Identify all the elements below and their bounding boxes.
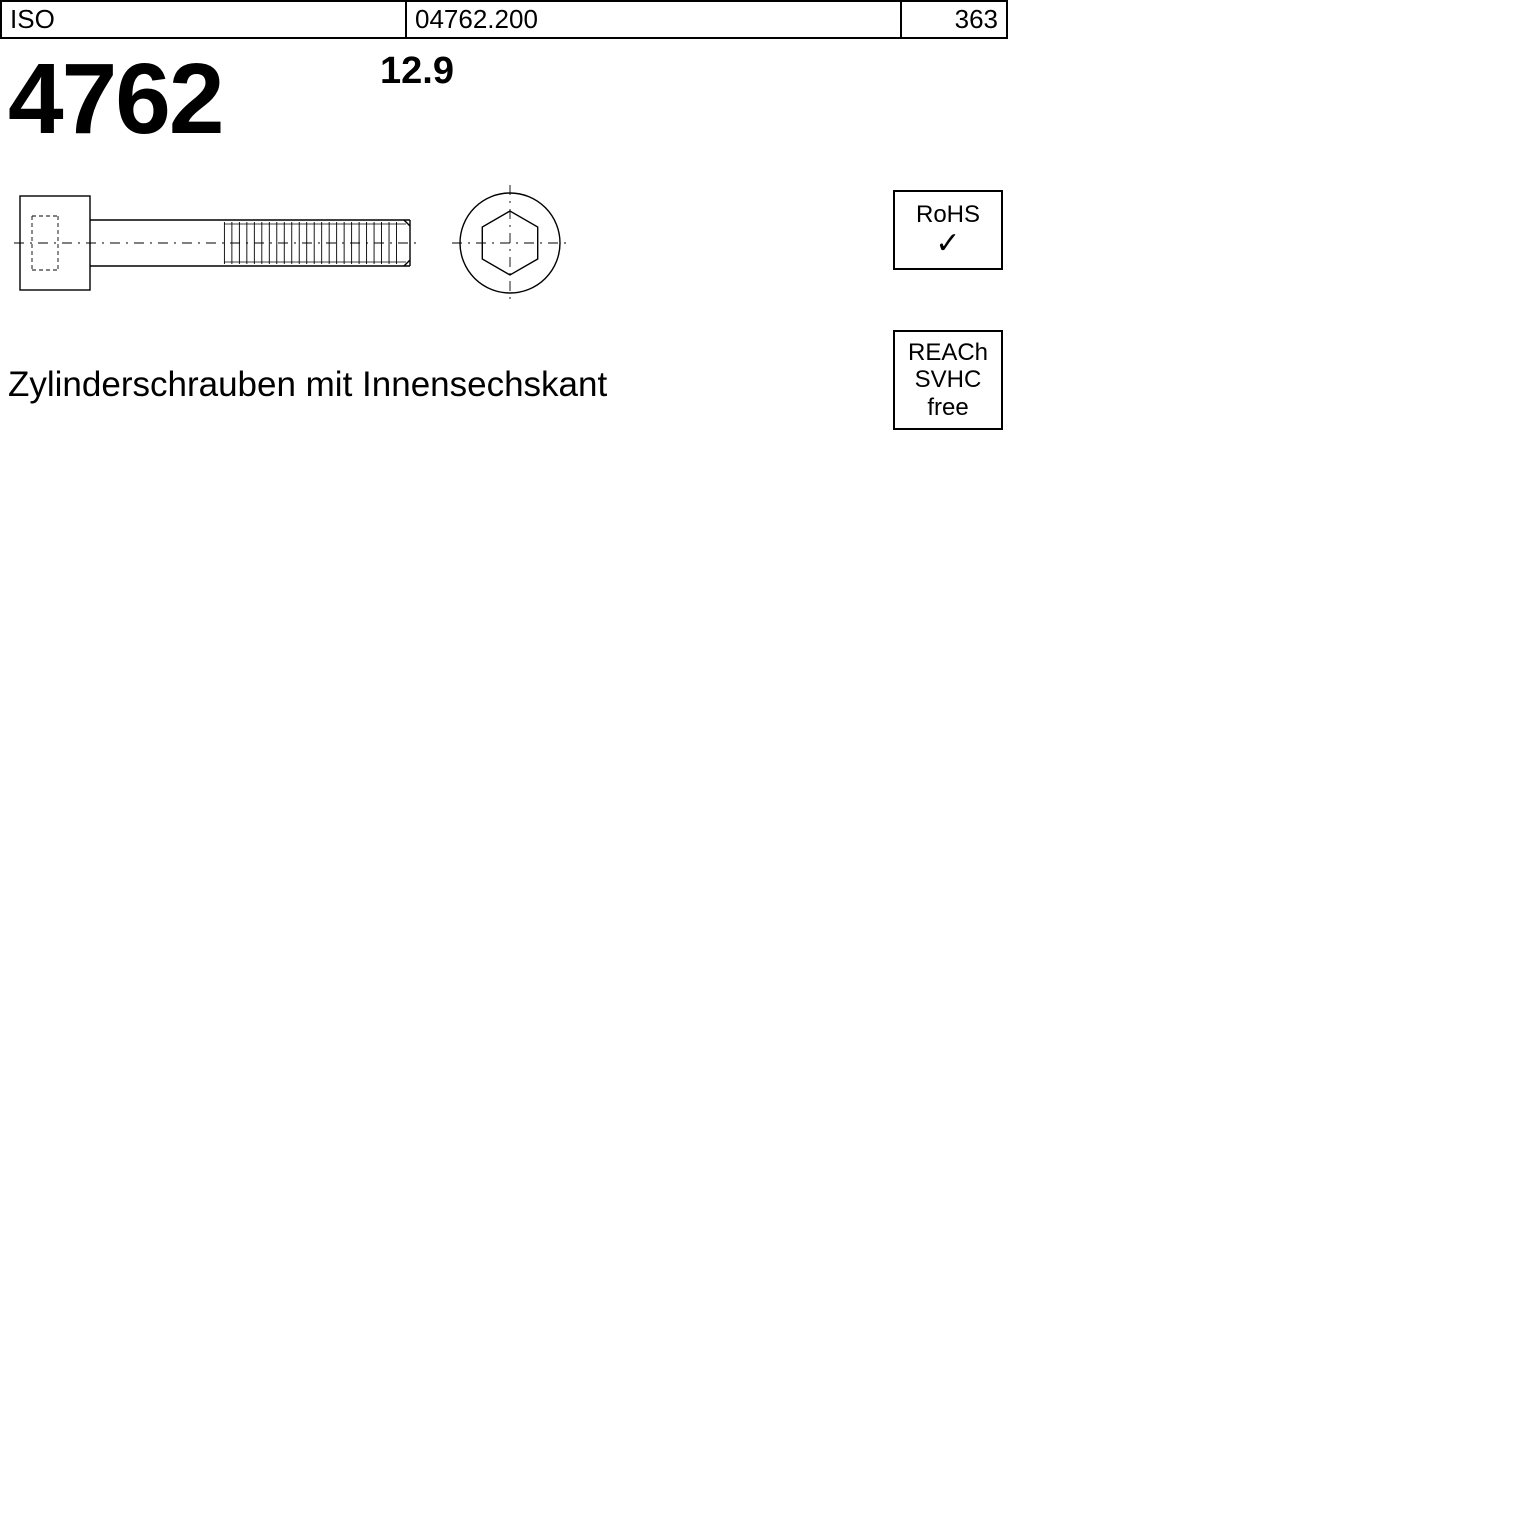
header-standard-label: ISO (0, 0, 405, 39)
reach-badge: REACh SVHC free (893, 330, 1003, 430)
header-row: ISO 04762.200 363 (0, 0, 1008, 39)
reach-line2: SVHC (915, 366, 982, 394)
standard-number: 4762 (8, 42, 222, 157)
product-description: Zylinderschrauben mit Innensechskant (8, 365, 607, 405)
check-icon: ✓ (935, 229, 960, 259)
reach-line3: free (927, 394, 968, 422)
rohs-label: RoHS (916, 201, 980, 229)
rohs-badge: RoHS ✓ (893, 190, 1003, 270)
strength-grade: 12.9 (380, 50, 454, 93)
reach-line1: REACh (908, 339, 988, 367)
header-code: 04762.200 (405, 0, 900, 39)
bolt-diagram (10, 178, 595, 308)
header-page-ref: 363 (900, 0, 1008, 39)
